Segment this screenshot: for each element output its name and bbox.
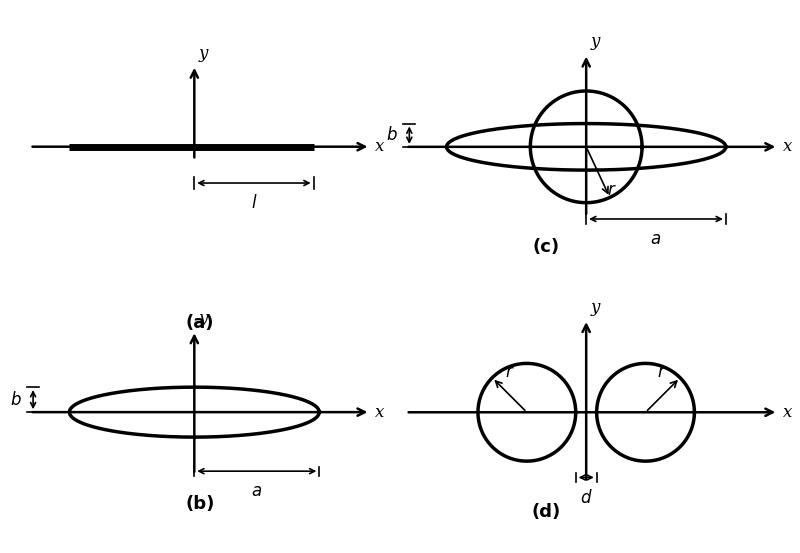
- Text: x: x: [783, 138, 792, 155]
- Text: y: y: [199, 45, 208, 61]
- Text: $b$: $b$: [10, 390, 22, 409]
- Text: (b): (b): [186, 495, 214, 513]
- Text: $r$: $r$: [506, 364, 515, 381]
- Text: $l$: $l$: [250, 195, 258, 212]
- Text: y: y: [591, 299, 600, 316]
- Text: (c): (c): [532, 238, 559, 256]
- Text: $a$: $a$: [251, 483, 262, 499]
- Text: (d): (d): [531, 503, 561, 521]
- Text: x: x: [375, 138, 384, 155]
- Text: $r$: $r$: [607, 182, 617, 199]
- Text: $a$: $a$: [650, 231, 662, 248]
- Text: (a): (a): [186, 314, 214, 332]
- Text: $b$: $b$: [386, 126, 398, 144]
- Text: x: x: [783, 404, 792, 421]
- Text: $r$: $r$: [657, 364, 667, 381]
- Text: y: y: [591, 33, 600, 50]
- Text: x: x: [375, 404, 384, 421]
- Text: y: y: [199, 310, 208, 327]
- Text: $d$: $d$: [580, 489, 593, 507]
